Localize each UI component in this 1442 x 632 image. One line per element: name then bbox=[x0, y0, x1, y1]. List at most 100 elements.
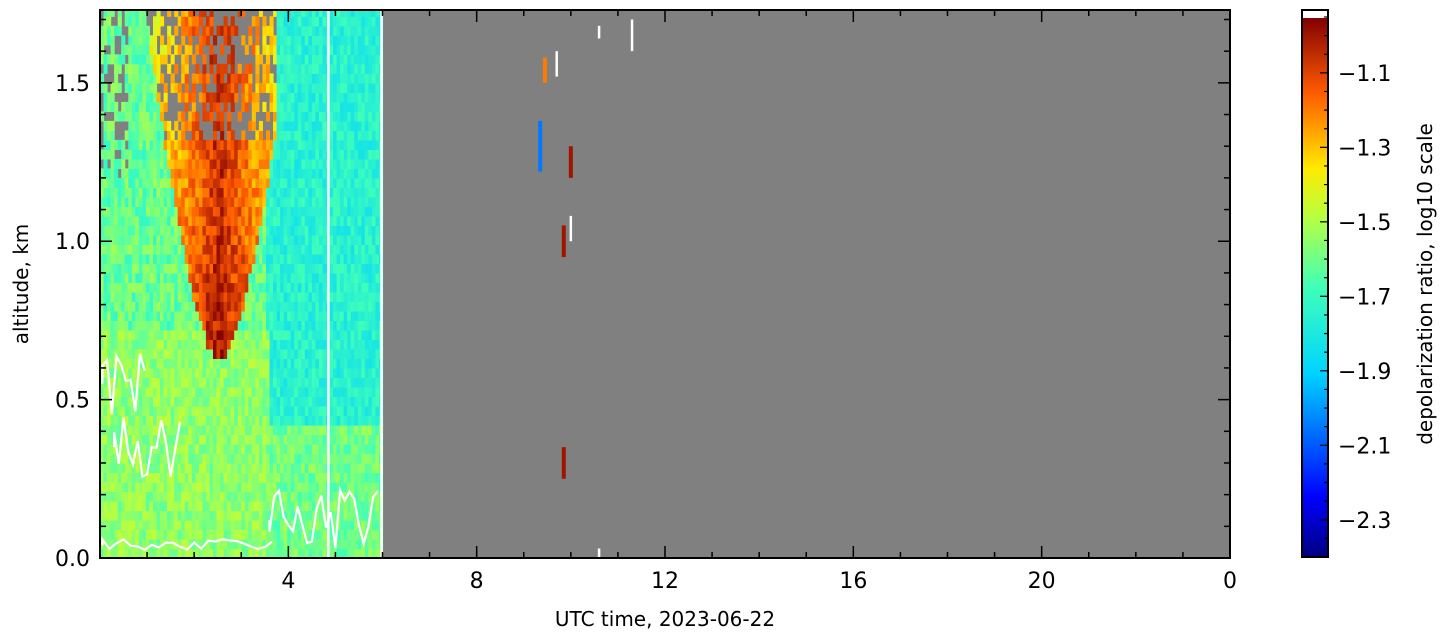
heatmap-cell bbox=[375, 482, 380, 493]
heatmap-cell bbox=[290, 348, 295, 359]
heatmap-cell bbox=[258, 444, 263, 455]
heatmap-cell bbox=[223, 63, 228, 74]
heatmap-cell bbox=[368, 225, 373, 236]
heatmap-cell bbox=[234, 168, 239, 179]
heatmap-cell bbox=[368, 10, 373, 17]
heatmap-cell bbox=[107, 472, 112, 483]
heatmap-cell bbox=[375, 548, 380, 558]
heatmap-cell bbox=[209, 263, 214, 274]
heatmap-cell bbox=[174, 149, 179, 160]
heatmap-cell bbox=[160, 158, 165, 169]
heatmap-cell bbox=[223, 329, 228, 340]
heatmap-cell bbox=[131, 444, 136, 455]
heatmap-cell bbox=[262, 272, 267, 283]
heatmap-cell bbox=[153, 272, 158, 283]
heatmap-cell bbox=[230, 406, 235, 417]
heatmap-cell bbox=[336, 539, 341, 550]
heatmap-cell bbox=[160, 139, 165, 150]
heatmap-cell bbox=[128, 529, 133, 540]
heatmap-cell bbox=[114, 510, 119, 521]
heatmap-cell bbox=[241, 396, 246, 407]
heatmap-cell bbox=[114, 329, 119, 340]
heatmap-cell bbox=[375, 225, 380, 236]
heatmap-cell bbox=[213, 291, 218, 302]
heatmap-cell bbox=[354, 377, 359, 388]
heatmap-cell bbox=[103, 406, 108, 417]
heatmap-cell bbox=[128, 149, 133, 160]
heatmap-cell bbox=[336, 44, 341, 55]
heatmap-cell bbox=[227, 177, 232, 188]
heatmap-cell bbox=[269, 253, 274, 264]
heatmap-cell bbox=[251, 415, 256, 426]
heatmap-cell bbox=[301, 215, 306, 226]
heatmap-cell bbox=[273, 358, 278, 369]
heatmap-cell bbox=[333, 92, 338, 103]
heatmap-cell bbox=[375, 25, 380, 36]
heatmap-cell bbox=[156, 120, 161, 131]
heatmap-cell bbox=[273, 472, 278, 483]
heatmap-cell bbox=[294, 101, 299, 112]
heatmap-cell bbox=[191, 339, 196, 350]
heatmap-cell bbox=[202, 92, 207, 103]
heatmap-cell bbox=[273, 396, 278, 407]
heatmap-cell bbox=[301, 548, 306, 558]
heatmap-cell bbox=[318, 25, 323, 36]
heatmap-cell bbox=[128, 44, 133, 55]
heatmap-cell bbox=[128, 158, 133, 169]
heatmap-cell bbox=[308, 139, 313, 150]
heatmap-cell bbox=[241, 386, 246, 397]
heatmap-cell bbox=[149, 234, 154, 245]
heatmap-cell bbox=[368, 348, 373, 359]
heatmap-cell bbox=[280, 329, 285, 340]
heatmap-cell bbox=[107, 358, 112, 369]
heatmap-cell bbox=[347, 10, 352, 17]
heatmap-cell bbox=[255, 168, 260, 179]
heatmap-cell bbox=[308, 253, 313, 264]
heatmap-cell bbox=[262, 377, 267, 388]
heatmap-cell bbox=[220, 491, 225, 502]
heatmap-cell bbox=[297, 425, 302, 436]
heatmap-cell bbox=[241, 339, 246, 350]
heatmap-cell bbox=[230, 529, 235, 540]
heatmap-cell bbox=[354, 16, 359, 27]
heatmap-cell bbox=[304, 44, 309, 55]
heatmap-cell bbox=[336, 406, 341, 417]
heatmap-cell bbox=[350, 406, 355, 417]
heatmap-cell bbox=[329, 101, 334, 112]
heatmap-cell bbox=[135, 425, 140, 436]
heatmap-cell bbox=[230, 482, 235, 493]
heatmap-cell bbox=[357, 529, 362, 540]
heatmap-cell bbox=[124, 425, 129, 436]
heatmap-cell bbox=[248, 529, 253, 540]
heatmap-cell bbox=[110, 253, 115, 264]
heatmap-cell bbox=[153, 282, 158, 293]
heatmap-cell bbox=[188, 35, 193, 46]
heatmap-cell bbox=[269, 367, 274, 378]
heatmap-cell bbox=[364, 482, 369, 493]
heatmap-cell bbox=[350, 548, 355, 558]
heatmap-cell bbox=[371, 377, 376, 388]
heatmap-cell bbox=[128, 63, 133, 74]
heatmap-cell bbox=[170, 539, 175, 550]
heatmap-cell bbox=[347, 168, 352, 179]
heatmap-cell bbox=[287, 510, 292, 521]
heatmap-cell bbox=[371, 168, 376, 179]
heatmap-cell bbox=[103, 339, 108, 350]
heatmap-cell bbox=[258, 501, 263, 512]
heatmap-cell bbox=[283, 149, 288, 160]
heatmap-cell bbox=[124, 196, 129, 207]
heatmap-cell bbox=[205, 406, 210, 417]
heatmap-cell bbox=[280, 282, 285, 293]
heatmap-cell bbox=[135, 472, 140, 483]
heatmap-cell bbox=[294, 130, 299, 141]
heatmap-cell bbox=[181, 196, 186, 207]
heatmap-cell bbox=[315, 358, 320, 369]
heatmap-cell bbox=[301, 444, 306, 455]
heatmap-cell bbox=[336, 339, 341, 350]
heatmap-cell bbox=[311, 377, 316, 388]
heatmap-cell bbox=[287, 16, 292, 27]
heatmap-cell bbox=[301, 348, 306, 359]
heatmap-cell bbox=[350, 63, 355, 74]
heatmap-cell bbox=[287, 253, 292, 264]
heatmap-cell bbox=[160, 348, 165, 359]
